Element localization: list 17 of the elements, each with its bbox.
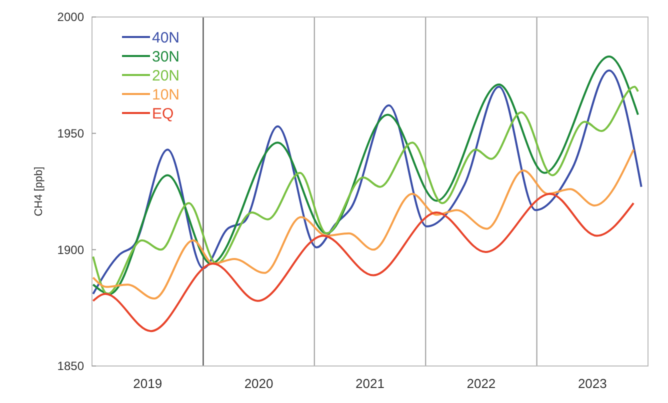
y-tick-label: 2000 <box>57 10 84 24</box>
y-tick-label: 1950 <box>57 126 84 141</box>
x-tick-label: 2023 <box>578 376 607 391</box>
y-tick-label: 1900 <box>57 242 84 257</box>
legend-label: 10N <box>152 86 180 104</box>
x-tick-label: 2021 <box>356 376 384 391</box>
line-series <box>92 148 635 300</box>
y-tick-label: 1850 <box>57 359 84 374</box>
y-axis-title: CH4 [ppb] <box>33 166 45 216</box>
x-tick-label: 2019 <box>133 376 162 391</box>
line-series <box>92 192 635 332</box>
x-tick-label: 2020 <box>244 376 274 391</box>
legend-label: 20N <box>152 67 180 84</box>
x-tick-label: 2022 <box>466 376 496 391</box>
legend-label: 30N <box>152 48 180 66</box>
legend-label: 40N <box>152 29 180 46</box>
legend-label: EQ <box>152 105 174 122</box>
